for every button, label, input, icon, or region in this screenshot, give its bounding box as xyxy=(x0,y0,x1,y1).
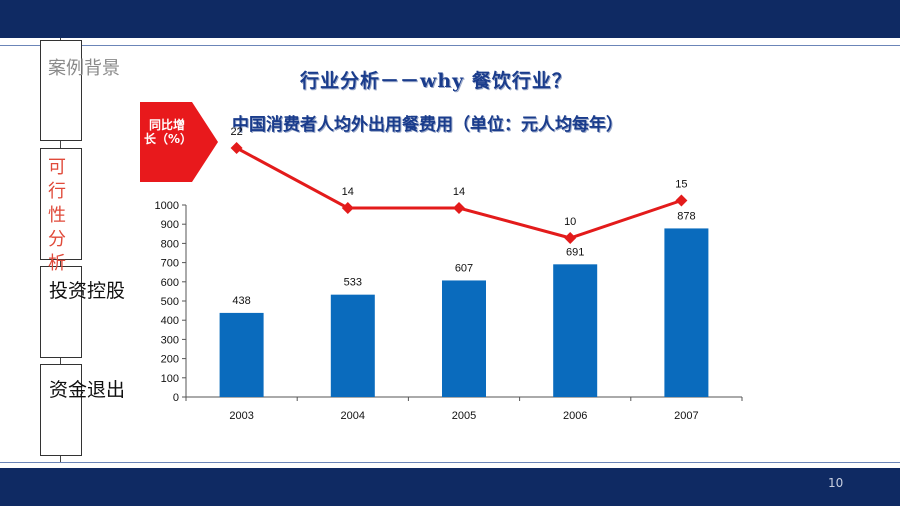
nav-item-feasibility[interactable]: 可行性分析 xyxy=(48,157,66,274)
growth-point xyxy=(675,194,688,207)
growth-badge-arrow xyxy=(140,102,218,182)
x-tick-label: 2006 xyxy=(563,410,587,422)
y-tick-label: 600 xyxy=(161,277,179,289)
nav-box-2 xyxy=(40,148,82,260)
bar-value-label: 533 xyxy=(344,277,362,289)
growth-value-label: 10 xyxy=(564,216,576,228)
bar xyxy=(330,294,375,397)
bottom-divider xyxy=(0,462,900,463)
growth-badge-label: 同比增长（%） xyxy=(144,118,193,146)
nav-item-holding[interactable]: 投资控股 xyxy=(49,280,126,302)
nav-item-background[interactable]: 案例背景 xyxy=(48,58,120,79)
nav-box-4 xyxy=(40,364,82,456)
growth-point xyxy=(564,232,577,244)
bar xyxy=(664,228,709,397)
bar xyxy=(442,280,486,397)
bottom-banner xyxy=(0,468,900,506)
x-tick-label: 2005 xyxy=(452,410,476,422)
x-tick-label: 2004 xyxy=(341,410,365,422)
y-tick-label: 200 xyxy=(161,354,179,366)
y-tick-label: 100 xyxy=(161,373,179,385)
y-tick-label: 400 xyxy=(161,315,179,327)
slide-title: 行业分析－－why 餐饮行业？ xyxy=(300,70,572,92)
chart-subtitle: 中国消费者人均外出用餐费用（单位：元人均每年） xyxy=(232,115,623,135)
bar-value-label: 438 xyxy=(232,295,250,307)
y-tick-label: 300 xyxy=(161,334,179,346)
y-tick-label: 0 xyxy=(173,392,179,404)
y-tick-label: 1000 xyxy=(155,200,179,212)
top-divider xyxy=(0,45,900,46)
y-tick-label: 500 xyxy=(161,296,179,308)
growth-value-label: 14 xyxy=(342,186,354,198)
bar-value-label: 691 xyxy=(566,246,584,258)
bar-value-label: 878 xyxy=(677,210,695,222)
x-tick-label: 2007 xyxy=(674,410,698,422)
y-tick-label: 900 xyxy=(161,219,179,231)
bar xyxy=(553,264,598,397)
growth-value-label: 22 xyxy=(230,126,242,138)
x-tick-label: 2003 xyxy=(229,410,253,422)
growth-point xyxy=(230,142,243,154)
nav-box-3 xyxy=(40,266,82,358)
bar xyxy=(219,312,264,397)
growth-point xyxy=(453,202,465,214)
nav-item-exit[interactable]: 资金退出 xyxy=(49,379,126,401)
y-tick-label: 700 xyxy=(161,258,179,270)
bar-value-label: 607 xyxy=(455,262,473,274)
top-banner xyxy=(0,0,900,38)
nav-box-1 xyxy=(40,40,82,141)
growth-point xyxy=(341,202,354,214)
growth-value-label: 15 xyxy=(675,179,687,191)
y-tick-label: 800 xyxy=(161,238,179,250)
page-number: 10 xyxy=(828,476,844,490)
growth-value-label: 14 xyxy=(453,186,465,198)
